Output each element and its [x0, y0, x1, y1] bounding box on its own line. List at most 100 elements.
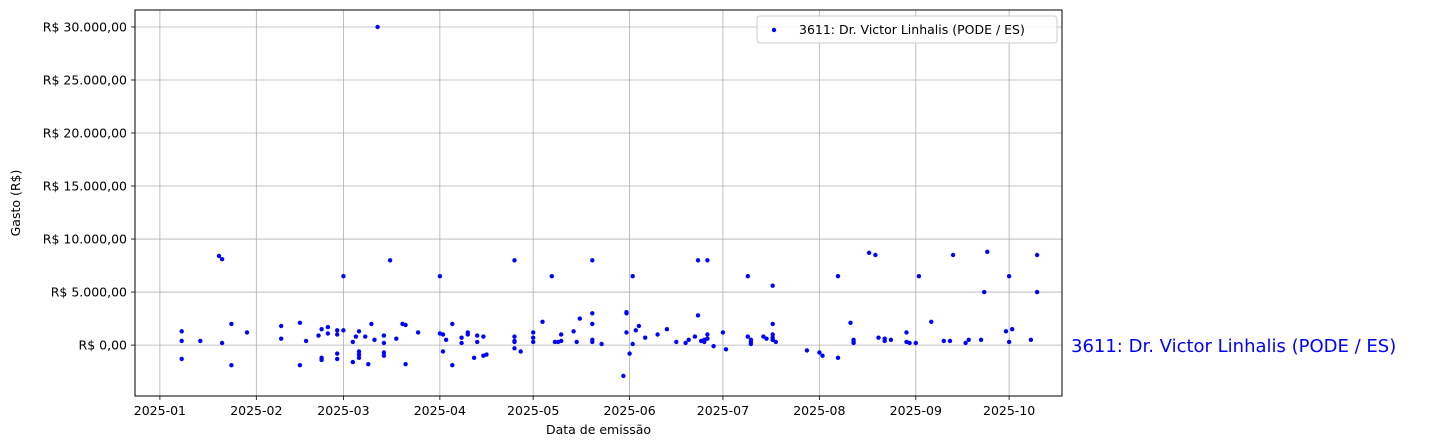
data-point	[1034, 289, 1040, 295]
data-point	[577, 316, 582, 321]
data-point	[387, 258, 393, 263]
data-point	[590, 311, 595, 316]
data-point	[599, 341, 604, 347]
x-tick-label: 2025-08	[793, 403, 845, 418]
x-tick-label: 2025-04	[414, 403, 466, 418]
data-point	[705, 332, 710, 337]
data-point	[745, 274, 750, 279]
data-point	[574, 339, 579, 345]
data-point	[356, 352, 362, 357]
data-point	[720, 330, 726, 335]
data-point	[745, 334, 750, 339]
data-point	[375, 24, 380, 30]
data-point	[770, 321, 775, 327]
data-point	[475, 333, 480, 338]
data-point	[1006, 274, 1012, 279]
data-point	[982, 289, 987, 295]
data-point	[552, 339, 558, 345]
x-tick-label: 2025-07	[697, 403, 749, 418]
y-tick-label: R$ 15.000,00	[43, 179, 127, 194]
data-point	[711, 344, 716, 349]
x-tick-label: 2025-10	[983, 403, 1035, 418]
data-point	[817, 350, 822, 355]
data-point	[876, 335, 881, 340]
data-point	[686, 337, 691, 342]
x-tick-label: 2025-05	[507, 403, 559, 418]
data-point	[835, 355, 841, 360]
series-side-label: 3611: Dr. Victor Linhalis (PODE / ES)	[1071, 336, 1396, 357]
data-point	[531, 330, 536, 335]
legend-box	[756, 15, 1058, 44]
data-point	[394, 336, 399, 341]
data-point	[866, 250, 872, 255]
data-point	[633, 328, 638, 333]
data-point	[559, 332, 564, 337]
data-point	[1006, 339, 1012, 345]
x-axis-ticks: 2025-01 2025-02 2025-03 2025-04 2025-05 2025-…	[134, 396, 1035, 418]
data-point	[770, 283, 775, 288]
data-point	[363, 334, 368, 339]
data-point	[764, 336, 769, 341]
data-point	[325, 331, 331, 336]
data-point	[621, 373, 626, 379]
data-point	[244, 330, 250, 335]
x-tick-label: 2025-03	[317, 403, 369, 418]
data-point	[471, 355, 477, 360]
data-point	[335, 356, 340, 362]
data-point	[229, 363, 234, 368]
data-point	[512, 346, 517, 351]
y-tick-label: R$ 20.000,00	[43, 126, 127, 141]
data-point	[437, 274, 443, 279]
data-point	[1028, 337, 1034, 342]
data-point	[229, 321, 234, 327]
data-point	[804, 348, 810, 353]
data-point	[723, 347, 729, 352]
data-point	[381, 350, 387, 355]
data-point	[465, 332, 470, 337]
data-point	[481, 334, 486, 339]
data-point	[966, 337, 971, 342]
data-point	[518, 349, 523, 354]
data-point	[773, 339, 778, 345]
data-point	[835, 274, 841, 279]
y-tick-label: R$ 10.000,00	[43, 232, 127, 247]
data-point	[341, 328, 346, 333]
x-tick-label: 2025-01	[134, 403, 186, 418]
data-point	[415, 330, 421, 335]
data-point	[590, 339, 595, 345]
data-point	[325, 324, 331, 330]
data-point	[297, 363, 303, 368]
data-point	[947, 338, 953, 344]
data-point	[440, 332, 446, 337]
data-point	[531, 335, 536, 340]
data-point	[705, 258, 710, 263]
data-point	[484, 352, 489, 357]
plot-frame	[134, 9, 1063, 397]
legend-entry: 3611: Dr. Victor Linhalis (PODE / ES)	[799, 22, 1025, 37]
data-point	[219, 340, 225, 346]
data-point	[882, 338, 887, 344]
data-point	[748, 341, 754, 347]
data-point	[512, 258, 517, 263]
grid-lines	[135, 10, 1062, 396]
y-tick-label: R$ 0,00	[79, 338, 127, 353]
data-point	[624, 311, 629, 316]
data-point	[941, 338, 946, 344]
data-point	[664, 327, 670, 332]
data-point	[540, 319, 545, 324]
data-point	[303, 338, 309, 344]
data-point	[761, 334, 766, 339]
data-point	[692, 334, 698, 339]
data-point	[1010, 327, 1015, 332]
data-point	[929, 319, 934, 324]
data-point	[851, 337, 856, 342]
data-point	[381, 340, 387, 346]
data-point	[279, 323, 284, 329]
data-point	[350, 359, 355, 365]
data-point	[848, 320, 853, 325]
data-point	[335, 332, 340, 337]
data-point	[297, 320, 303, 325]
data-point	[440, 349, 446, 354]
data-point	[366, 362, 371, 367]
x-tick-label: 2025-09	[890, 403, 942, 418]
